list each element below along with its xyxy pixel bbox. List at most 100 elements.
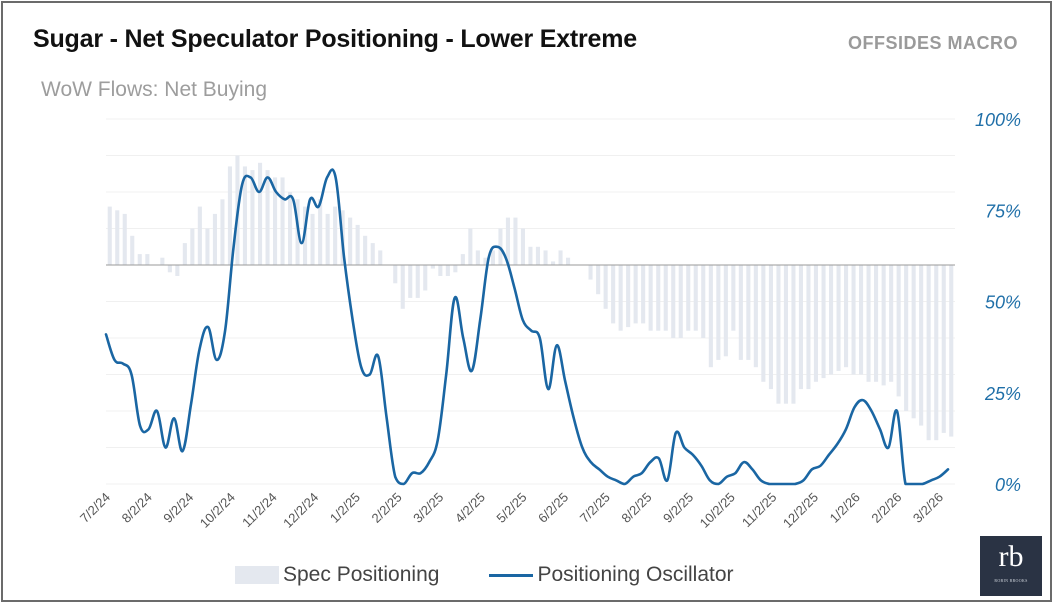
y-tick-label: 0% bbox=[995, 475, 1021, 495]
spec-positioning-bar bbox=[528, 246, 533, 266]
spec-positioning-bar bbox=[671, 265, 676, 338]
spec-positioning-bar bbox=[551, 261, 556, 265]
spec-positioning-bar bbox=[904, 265, 909, 411]
spec-positioning-bar bbox=[844, 265, 849, 368]
legend-label-positioning-oscillator: Positioning Oscillator bbox=[537, 563, 734, 586]
spec-positioning-bar bbox=[896, 265, 901, 397]
spec-positioning-bar bbox=[633, 265, 638, 324]
spec-positioning-bar bbox=[768, 265, 773, 390]
x-tick-label: 2/2/25 bbox=[369, 490, 405, 526]
legend-label-spec-positioning: Spec Positioning bbox=[283, 563, 440, 586]
spec-positioning-bar bbox=[423, 265, 428, 291]
spec-positioning-bar bbox=[566, 257, 571, 265]
spec-positioning-bar bbox=[408, 265, 413, 298]
x-tick-label: 7/2/24 bbox=[77, 490, 113, 526]
x-tick-label: 10/2/24 bbox=[197, 490, 238, 531]
spec-positioning-bar bbox=[753, 265, 758, 368]
spec-positioning-bar bbox=[280, 177, 285, 265]
legend-swatch-bar bbox=[235, 566, 279, 584]
spec-positioning-bar bbox=[821, 265, 826, 379]
spec-positioning-bar bbox=[122, 213, 127, 265]
y-tick-label: 25% bbox=[984, 384, 1021, 404]
spec-positioning-bar bbox=[798, 265, 803, 390]
logo-mark: rb bbox=[998, 540, 1024, 573]
spec-positioning-bar bbox=[603, 265, 608, 309]
x-axis-ticks: 7/2/24 8/2/24 9/2/24 10/2/24 11/2/24 12/2/24 1… bbox=[77, 490, 946, 531]
spec-positioning-bar bbox=[889, 265, 894, 382]
spec-positioning-bar bbox=[588, 265, 593, 280]
spec-positioning-bar bbox=[911, 265, 916, 419]
spec-positioning-bar bbox=[363, 235, 368, 265]
brand-label: OFFSIDES MACRO bbox=[847, 33, 1018, 53]
spec-positioning-bar bbox=[626, 265, 631, 328]
spec-positioning-bar bbox=[288, 192, 293, 265]
spec-positioning-bar bbox=[227, 166, 232, 265]
chart-subtitle: WoW Flows: Net Buying bbox=[41, 78, 268, 101]
spec-positioning-bar bbox=[686, 265, 691, 331]
logo-tagline: ROBIN BROOKS bbox=[994, 578, 1028, 583]
spec-positioning-bar bbox=[543, 250, 548, 265]
x-tick-label: 6/2/25 bbox=[535, 490, 571, 526]
spec-positioning-bar bbox=[483, 257, 488, 265]
x-tick-label: 3/2/25 bbox=[410, 490, 446, 526]
spec-positioning-bar bbox=[430, 265, 435, 269]
spec-positioning-bar bbox=[535, 246, 540, 266]
spec-positioning-bar bbox=[490, 250, 495, 265]
spec-positioning-bars bbox=[107, 155, 954, 441]
spec-positioning-bar bbox=[182, 243, 187, 265]
spec-positioning-bar bbox=[190, 228, 195, 265]
spec-positioning-bar bbox=[746, 265, 751, 360]
spec-positioning-bar bbox=[663, 265, 668, 331]
spec-positioning-bar bbox=[693, 265, 698, 331]
spec-positioning-bar bbox=[738, 265, 743, 360]
spec-positioning-bar bbox=[197, 206, 202, 265]
spec-positioning-bar bbox=[453, 265, 458, 273]
spec-positioning-bar bbox=[641, 265, 646, 324]
spec-positioning-bar bbox=[212, 213, 217, 265]
spec-positioning-bar bbox=[115, 210, 120, 266]
spec-positioning-bar bbox=[438, 265, 443, 276]
x-tick-label: 8/2/24 bbox=[119, 490, 155, 526]
spec-positioning-bar bbox=[859, 265, 864, 375]
legend: Spec Positioning Positioning Oscillator bbox=[235, 563, 784, 587]
spec-positioning-bar bbox=[874, 265, 879, 382]
oscillator-line bbox=[104, 168, 950, 486]
spec-positioning-bar bbox=[498, 228, 503, 265]
spec-positioning-bar bbox=[813, 265, 818, 382]
spec-positioning-bar bbox=[333, 206, 338, 265]
spec-positioning-bar bbox=[378, 250, 383, 265]
x-tick-label: 11/2/25 bbox=[739, 490, 780, 531]
spec-positioning-bar bbox=[348, 217, 353, 265]
spec-positioning-bar bbox=[701, 265, 706, 338]
spec-positioning-bar bbox=[310, 213, 315, 265]
x-tick-label: 4/2/25 bbox=[452, 490, 488, 526]
spec-positioning-bar bbox=[648, 265, 653, 331]
spec-positioning-bar bbox=[806, 265, 811, 390]
x-tick-label: 11/2/24 bbox=[239, 490, 280, 531]
spec-positioning-bar bbox=[761, 265, 766, 382]
spec-positioning-bar bbox=[325, 213, 330, 265]
legend-item-spec-positioning: Spec Positioning bbox=[235, 563, 439, 587]
spec-positioning-bar bbox=[145, 254, 150, 265]
spec-positioning-bar bbox=[723, 265, 728, 357]
spec-positioning-bar bbox=[415, 265, 420, 298]
spec-positioning-bar bbox=[137, 254, 142, 265]
spec-positioning-bar bbox=[656, 265, 661, 331]
spec-positioning-bar bbox=[242, 166, 247, 265]
spec-positioning-bar bbox=[866, 265, 871, 382]
x-tick-label: 2/2/26 bbox=[868, 490, 904, 526]
x-tick-label: 8/2/25 bbox=[618, 490, 654, 526]
x-tick-label: 10/2/25 bbox=[697, 490, 738, 531]
spec-positioning-bar bbox=[678, 265, 683, 338]
spec-positioning-bar bbox=[400, 265, 405, 309]
spec-positioning-bar bbox=[851, 265, 856, 375]
spec-positioning-bar bbox=[355, 224, 360, 265]
x-tick-label: 9/2/24 bbox=[160, 490, 196, 526]
x-tick-label: 1/2/26 bbox=[827, 490, 863, 526]
spec-positioning-bar bbox=[130, 235, 135, 265]
spec-positioning-bar bbox=[618, 265, 623, 331]
x-tick-label: 12/2/24 bbox=[280, 490, 321, 531]
spec-positioning-bar bbox=[596, 265, 601, 295]
spec-positioning-bar bbox=[220, 199, 225, 265]
